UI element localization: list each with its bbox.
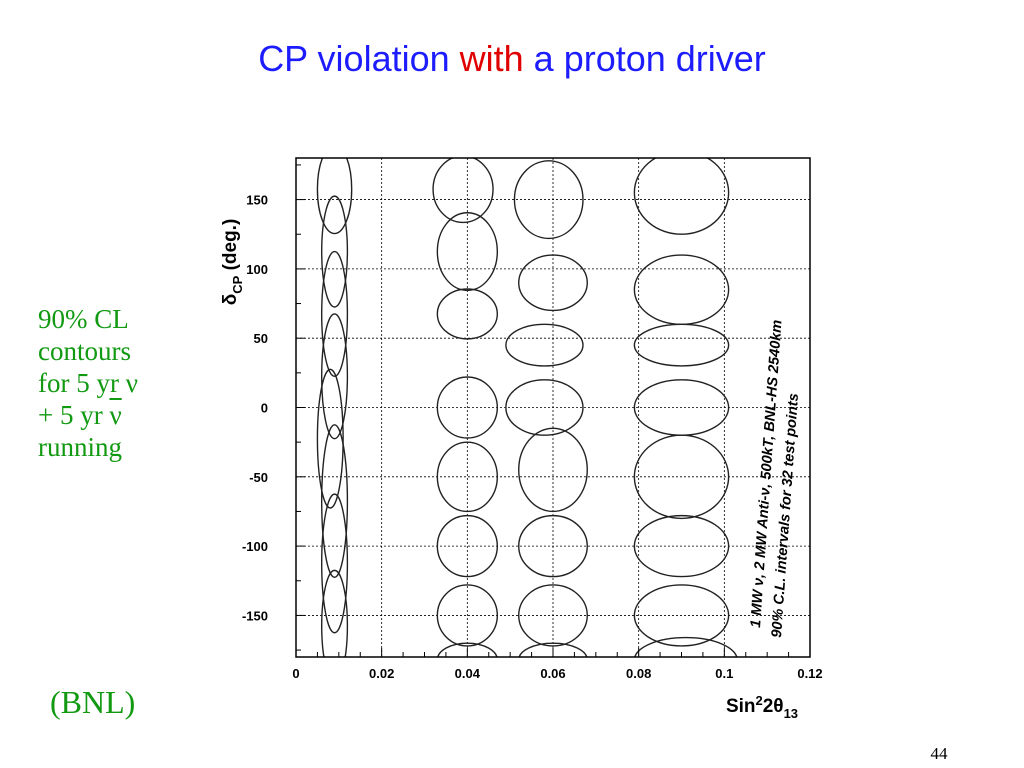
source-label: (BNL) xyxy=(50,684,136,720)
contour-ellipse xyxy=(633,514,730,578)
contour-ellipse xyxy=(320,195,349,308)
x-tick-label: 0.06 xyxy=(540,666,565,681)
contour-ellipse xyxy=(316,158,353,235)
contour-ellipse xyxy=(633,158,730,235)
note-line-text: + 5 yr xyxy=(38,400,110,430)
note-line: running xyxy=(38,432,122,462)
x-tick-label: 0.12 xyxy=(797,666,822,681)
contour-ellipse xyxy=(513,160,584,240)
contour-ellipse xyxy=(518,642,588,657)
x-tick-label: 0 xyxy=(292,666,299,681)
contour-ellipse xyxy=(518,427,588,513)
title-part-1: CP violation xyxy=(258,38,460,79)
slide-title: CP violation with a proton driver xyxy=(0,38,1024,80)
y-tick-label: 100 xyxy=(246,262,268,277)
contour-ellipse xyxy=(320,250,349,378)
y-tick-labels: -150 -100 -50 0 50 100 150 xyxy=(242,193,268,624)
contour-ellipse xyxy=(633,323,730,367)
note-line-antineutrino: + 5 yr ν xyxy=(38,399,138,431)
antineutrino-symbol: ν xyxy=(109,400,122,430)
x-tick-label: 0.02 xyxy=(369,666,394,681)
contour-ellipse xyxy=(316,368,344,509)
contour-description: 90% CL contours for 5 yr ν + 5 yr ν runn… xyxy=(38,303,138,463)
contour-ellipse xyxy=(518,584,588,647)
contour-ellipse xyxy=(518,514,588,578)
contour-ellipse xyxy=(633,434,730,520)
y-tick-label: -100 xyxy=(242,539,268,554)
contour-ellipse xyxy=(436,288,499,340)
x-axis-label: Sin22θ13 xyxy=(726,693,798,721)
contour-ellipse xyxy=(320,493,349,634)
y-tick-label: 50 xyxy=(254,331,268,346)
title-highlight: with xyxy=(459,38,524,79)
y-axis-label: δCP (deg.) xyxy=(220,219,245,306)
contour-ellipse xyxy=(518,254,588,312)
contour-ellipse xyxy=(436,212,499,292)
axis-ticks xyxy=(295,164,811,657)
page-number: 44 xyxy=(930,744,948,763)
contour-ellipse xyxy=(634,636,738,657)
y-tick-label: 150 xyxy=(246,193,268,208)
x-tick-label: 0.08 xyxy=(626,666,651,681)
y-tick-label: -150 xyxy=(242,608,268,623)
y-tick-label: -50 xyxy=(249,470,268,485)
note-line: 90% CL xyxy=(38,304,129,334)
contour-ellipse xyxy=(321,569,349,657)
x-tick-labels: 0 0.02 0.04 0.06 0.08 0.1 0.12 xyxy=(292,666,822,681)
note-line: for 5 yr ν xyxy=(38,368,138,398)
contour-ellipse xyxy=(320,313,349,440)
contour-ellipse xyxy=(633,584,730,647)
y-tick-label: 0 xyxy=(261,401,268,416)
grid-lines xyxy=(296,158,810,657)
x-tick-label: 0.04 xyxy=(455,666,481,681)
contour-group xyxy=(316,158,738,657)
contour-ellipse xyxy=(436,376,499,439)
contour-ellipse xyxy=(505,379,584,436)
title-part-2: a proton driver xyxy=(523,38,766,79)
contour-ellipse xyxy=(437,642,498,657)
note-line: contours xyxy=(38,336,131,366)
contour-ellipse xyxy=(432,158,494,224)
contour-ellipse xyxy=(505,323,584,367)
contour-ellipse xyxy=(320,424,349,578)
contour-ellipse xyxy=(436,441,499,513)
contour-ellipse xyxy=(633,254,730,326)
contour-ellipse xyxy=(436,514,499,578)
x-tick-label: 0.1 xyxy=(715,666,733,681)
contour-ellipse xyxy=(436,584,499,647)
